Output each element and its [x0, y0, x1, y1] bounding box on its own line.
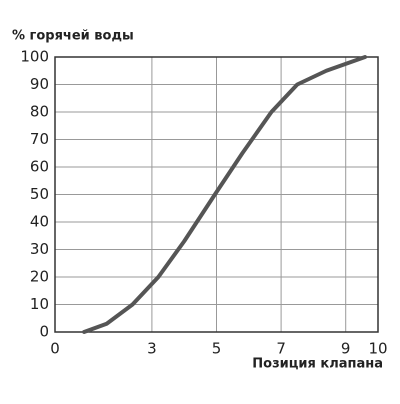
plot-frame	[54, 56, 379, 333]
y-tick-label: 80	[30, 103, 49, 121]
x-tick-label: 3	[147, 340, 157, 358]
x-tick-label: 5	[212, 340, 222, 358]
line	[82, 55, 368, 334]
y-tick-label: 0	[39, 323, 49, 341]
y-tick-label: 30	[30, 240, 49, 258]
y-tick-label: 40	[30, 213, 49, 231]
y-tick-label: 100	[20, 48, 49, 66]
x-tick-label: 9	[341, 340, 351, 358]
y-tick-label: 20	[30, 268, 49, 286]
y-tick-label: 50	[30, 185, 49, 203]
y-tick-label: 60	[30, 158, 49, 176]
x-axis-label: Позиция клапана	[252, 357, 383, 372]
y-tick-label: 90	[30, 75, 49, 93]
x-tick-label: 7	[276, 340, 286, 358]
x-tick-label: 0	[50, 340, 60, 358]
y-tick-label: 70	[30, 130, 49, 148]
y-tick-label: 10	[30, 295, 49, 313]
x-tick-label: 10	[368, 340, 387, 358]
y-axis-label: % горячей воды	[12, 29, 134, 44]
